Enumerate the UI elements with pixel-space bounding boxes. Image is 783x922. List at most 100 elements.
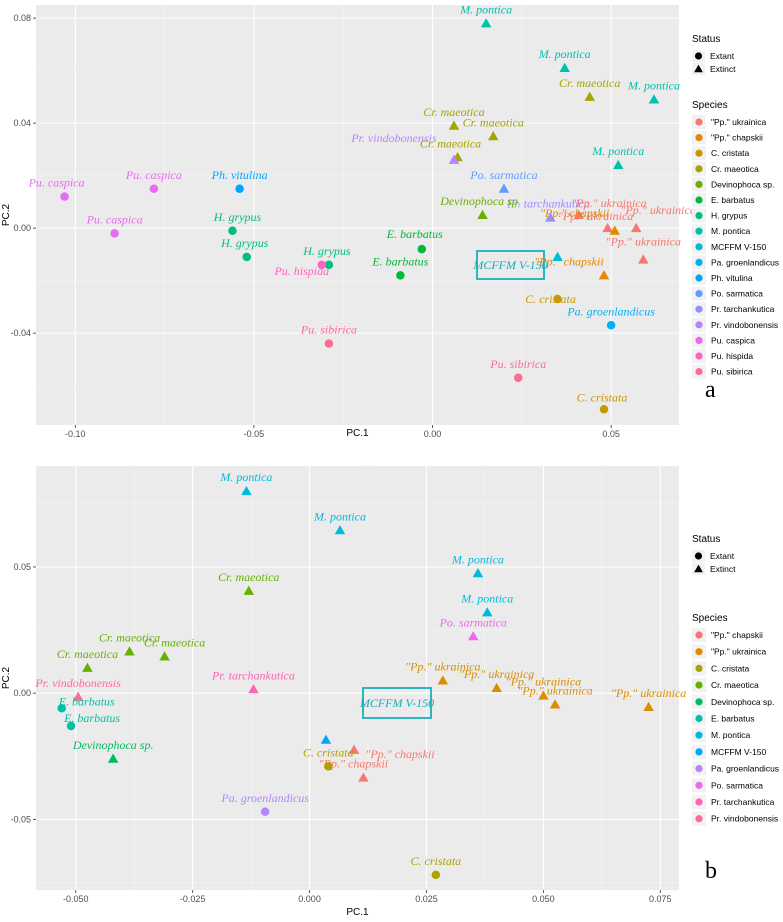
data-label: "Pp." ukrainica [606, 235, 681, 249]
y-tick-label: 0.05 [13, 562, 31, 572]
data-point [559, 62, 570, 72]
y-axis-title: PC.2 [1, 203, 12, 226]
legend-species-title: Species [692, 100, 728, 111]
data-point [498, 183, 510, 193]
data-point [260, 807, 270, 817]
data-label: Pu. caspica [28, 176, 85, 190]
data-label: "Pp." ukrainica [558, 209, 633, 223]
data-label: "Pp." ukrainica [571, 196, 646, 210]
data-label: Pr. vindobonensis [350, 131, 437, 145]
data-point [243, 585, 255, 595]
y-tick-label: 0.08 [13, 13, 31, 23]
data-label: Po. sarmatica [469, 168, 537, 182]
data-label: Cr. maeotica [420, 136, 481, 150]
legend-species-label: Po. sarmatica [711, 289, 763, 299]
legend-species-marker [695, 258, 703, 266]
data-point [396, 271, 405, 280]
data-point [613, 159, 624, 170]
legend-species-marker [695, 165, 703, 173]
data-label: M. pontica [627, 79, 680, 93]
legend-species-marker [695, 118, 703, 126]
data-point [599, 405, 609, 414]
data-point [66, 721, 76, 731]
data-point [159, 651, 170, 661]
data-label: Cr. maeotica [463, 115, 524, 129]
legend-species-marker [695, 798, 703, 806]
legend-status-marker [694, 552, 703, 560]
legend-species-marker [695, 781, 703, 789]
data-point [417, 244, 427, 254]
x-tick-label: 0.000 [298, 894, 321, 904]
legend-species-marker [695, 212, 703, 220]
y-tick-label: 0.04 [13, 118, 31, 128]
legend-species-label: Pu. hispida [711, 351, 753, 361]
legend-species-label: Cr. maeotica [711, 680, 759, 690]
data-point [358, 772, 369, 782]
data-label: Pu. sibirica [300, 323, 357, 337]
highlight-box [362, 687, 432, 719]
data-point [538, 690, 549, 700]
plot-background [36, 466, 679, 890]
data-point [235, 184, 244, 193]
legend-species-label: E. barbatus [711, 195, 754, 205]
legend-species-label: M. pontica [711, 730, 750, 740]
legend-species-marker [695, 134, 703, 142]
data-label: Pr. tarchankutica [506, 197, 590, 211]
legend-species-label: Devinophoca sp. [711, 697, 774, 707]
data-label: H. grypus [220, 236, 269, 250]
data-point [482, 607, 493, 617]
data-point [57, 704, 66, 713]
data-point [638, 254, 649, 264]
data-label: H. grypus [302, 244, 351, 258]
highlight-label: MCFFM V-150 [359, 696, 434, 710]
data-label: E. barbatus [371, 254, 428, 268]
data-label: E. barbatus [58, 694, 115, 708]
legend-species-label: MCFFM V-150 [711, 747, 767, 757]
data-point [60, 192, 69, 201]
legend-species-label: Cr. maeotica [711, 164, 759, 174]
legend-species-label: MCFFM V-150 [711, 242, 767, 252]
data-label: "Pp." ukrainica [517, 684, 592, 698]
data-label: Pr. vindobonensis [34, 676, 121, 690]
data-point [487, 131, 499, 141]
data-point [573, 209, 585, 219]
legend-species-label: Pu. caspica [711, 335, 755, 345]
x-tick-label: 0.075 [649, 894, 672, 904]
data-point [72, 691, 84, 701]
data-label: C. cristata [303, 745, 354, 759]
data-label: Pu. hispida [273, 264, 329, 278]
legend-status-label: Extant [710, 51, 735, 61]
legend-species-label: C. cristata [711, 663, 750, 673]
legend-species-marker [695, 681, 703, 689]
data-point [609, 225, 620, 235]
data-label: Cr. maeotica [559, 76, 620, 90]
legend-status-marker [694, 64, 703, 73]
legend-species-label: "Pp." chapskii [711, 630, 763, 640]
x-tick-label: -0.025 [180, 894, 206, 904]
data-point [514, 373, 523, 382]
data-point [317, 260, 327, 270]
data-label: Cr. maeotica [423, 105, 484, 119]
x-tick-label: -0.10 [65, 429, 86, 439]
data-label: Pu. caspica [125, 168, 182, 182]
data-point [648, 94, 660, 104]
data-point [149, 184, 159, 193]
data-label: "Pp." chapskii [319, 757, 388, 771]
x-tick-label: -0.050 [63, 894, 89, 904]
legend-species-marker [695, 321, 703, 329]
data-label: Pa. groenlandicus [566, 304, 655, 318]
legend-species-label: Ph. vitulina [711, 273, 753, 283]
y-axis-title: PC.2 [1, 666, 12, 689]
legend-species-label: C. cristata [711, 148, 750, 158]
data-point [477, 209, 488, 219]
x-tick-label: 0.05 [602, 429, 620, 439]
data-label: "Pp." chapskii [540, 206, 609, 220]
data-point [324, 762, 333, 771]
legend-species-label: E. barbatus [711, 714, 754, 724]
legend-species-marker [695, 243, 703, 251]
legend-species-marker [695, 648, 703, 656]
data-point [643, 701, 654, 711]
data-label: M. pontica [219, 470, 272, 484]
data-label: Pa. groenlandicus [220, 791, 309, 805]
